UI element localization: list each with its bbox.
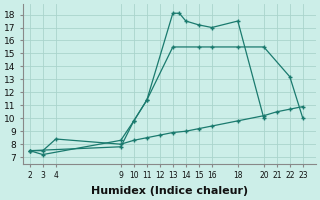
X-axis label: Humidex (Indice chaleur): Humidex (Indice chaleur) [91,186,248,196]
